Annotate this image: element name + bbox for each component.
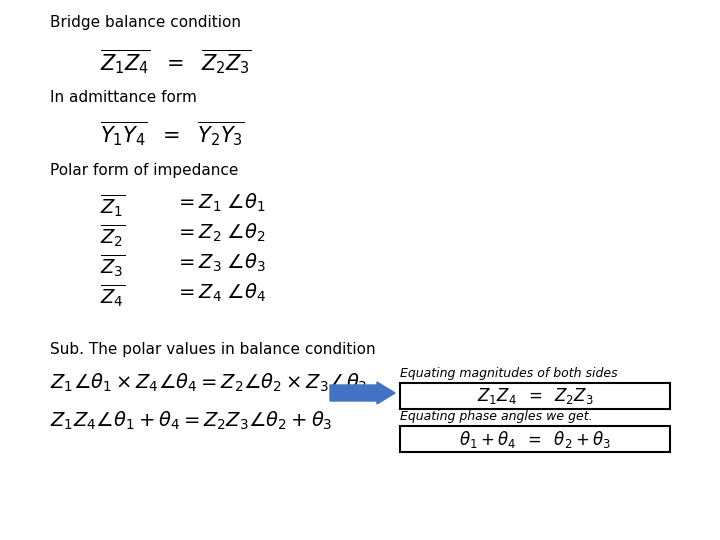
Text: $\overline{Z_3}$: $\overline{Z_3}$ [100,252,125,279]
Text: $\overline{Z_1}$: $\overline{Z_1}$ [100,192,125,219]
Text: Equating magnitudes of both sides: Equating magnitudes of both sides [400,367,618,380]
Text: Bridge balance condition: Bridge balance condition [50,15,241,30]
Text: $\overline{Z_2}$: $\overline{Z_2}$ [100,222,125,249]
FancyArrow shape [330,382,395,404]
Text: $\overline{Z_1 Z_4}$  $=$  $\overline{Z_2 Z_3}$: $\overline{Z_1 Z_4}$ $=$ $\overline{Z_2 … [100,48,251,77]
Bar [400,383,670,409]
Text: Sub. The polar values in balance condition: Sub. The polar values in balance conditi… [50,342,376,357]
Text: Equating phase angles we get.: Equating phase angles we get. [400,410,593,423]
Text: $= Z_3 \;\angle \theta_3$: $= Z_3 \;\angle \theta_3$ [175,252,266,274]
Text: $Z_1 \angle\theta_1 \times Z_4 \angle\theta_4 = Z_2 \angle\theta_2 \times Z_3 \a: $Z_1 \angle\theta_1 \times Z_4 \angle\th… [50,372,367,394]
Text: $\overline{Z_4}$: $\overline{Z_4}$ [100,282,125,309]
Text: Polar form of impedance: Polar form of impedance [50,163,238,178]
Text: In admittance form: In admittance form [50,90,197,105]
Text: $= Z_1 \;\angle \theta_1$: $= Z_1 \;\angle \theta_1$ [175,192,266,214]
Bar [400,426,670,452]
Text: $\overline{Y_1 Y_4}$  $=$  $\overline{Y_2 Y_3}$: $\overline{Y_1 Y_4}$ $=$ $\overline{Y_2 … [100,120,245,149]
Text: $= Z_4 \;\angle \theta_4$: $= Z_4 \;\angle \theta_4$ [175,282,266,305]
Text: $= Z_2 \;\angle \theta_2$: $= Z_2 \;\angle \theta_2$ [175,222,266,244]
Text: $\theta_1 + \theta_4 \;\; = \;\; \theta_2 + \theta_3$: $\theta_1 + \theta_4 \;\; = \;\; \theta_… [459,429,611,449]
Text: $Z_1 Z_4 \;\; = \;\; Z_2 Z_3$: $Z_1 Z_4 \;\; = \;\; Z_2 Z_3$ [477,386,593,406]
Text: $Z_1 Z_4 \angle\theta_1 + \theta_4 = Z_2 Z_3 \angle\theta_2 + \theta_3$: $Z_1 Z_4 \angle\theta_1 + \theta_4 = Z_2… [50,410,333,433]
